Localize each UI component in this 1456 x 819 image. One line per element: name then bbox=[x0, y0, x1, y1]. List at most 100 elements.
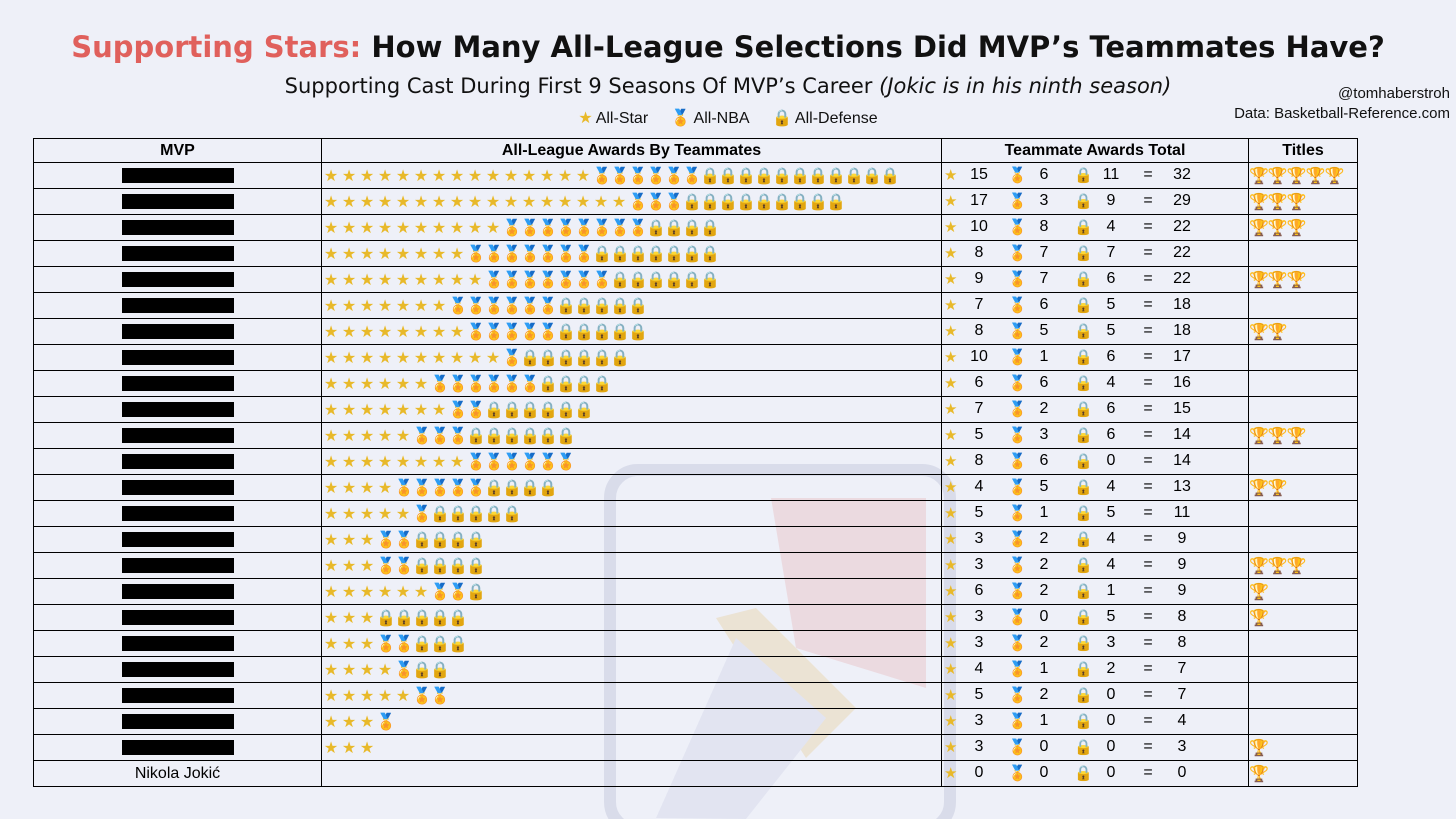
all-nba-count: 2 bbox=[1039, 400, 1049, 417]
equals-sign: = bbox=[1143, 166, 1153, 183]
lock-icon: 🔒 bbox=[556, 375, 576, 393]
trophy-icon: 🏆 bbox=[1286, 219, 1307, 237]
mvp-cell bbox=[33, 734, 322, 761]
awards-cell bbox=[321, 760, 942, 787]
medal-icon: 🏅 bbox=[430, 479, 450, 497]
medal-icon: 🏅 bbox=[610, 219, 630, 237]
total-count: 8 bbox=[1177, 634, 1187, 651]
medal-icon: 🏅 bbox=[1008, 557, 1027, 574]
table-row: ★ ★ ★ ★ ★ ★ ★ 🏅🏅🏅🏅🏅🏅🔒🔒🔒🔒🔒 ★ 7 🏅 6 🔒 5 = 18 bbox=[33, 292, 1358, 319]
awards-cell: ★ ★ ★ ★ ★ ★ ★ ★ 🏅🏅🏅🏅🏅🏅🏅🔒🔒🔒🔒🔒🔒🔒 bbox=[321, 240, 942, 267]
medal-icon: 🏅 bbox=[1008, 193, 1027, 210]
lock-icon: 🔒 bbox=[1074, 401, 1093, 418]
total-count: 7 bbox=[1177, 686, 1187, 703]
all-defense-count: 7 bbox=[1106, 244, 1116, 261]
trophy-icon: 🏆 bbox=[1267, 323, 1288, 341]
medal-icon: 🏅 bbox=[1008, 479, 1027, 496]
medal-icon: 🏅 bbox=[520, 271, 540, 289]
star-icon: ★ bbox=[944, 557, 958, 574]
awards-cell: ★ ★ ★ 🏅🏅🔒🔒🔒🔒 bbox=[321, 526, 942, 553]
redacted-name bbox=[121, 713, 234, 729]
star-icon: ★ bbox=[323, 323, 339, 341]
star-icon: ★ bbox=[323, 557, 339, 575]
star-icon: ★ bbox=[359, 531, 375, 549]
lock-icon: 🔒 bbox=[520, 427, 540, 445]
all-star-count: 5 bbox=[974, 504, 984, 521]
trophy-icon: 🏆 bbox=[1249, 271, 1269, 289]
trophy-icon: 🏆 bbox=[1286, 271, 1307, 289]
medal-icon: 🏅 bbox=[1008, 713, 1027, 730]
total-count: 22 bbox=[1173, 244, 1191, 261]
all-defense-count: 3 bbox=[1106, 634, 1116, 651]
lock-icon: 🔒 bbox=[592, 375, 612, 393]
lock-icon: 🔒 bbox=[484, 479, 504, 497]
medal-icon: 🏅 bbox=[556, 271, 576, 289]
lock-icon: 🔒 bbox=[1074, 349, 1093, 366]
lock-icon: 🔒 bbox=[862, 167, 882, 185]
medal-icon: 🏅 bbox=[1008, 245, 1027, 262]
lock-icon: 🔒 bbox=[700, 167, 720, 185]
all-defense-count: 0 bbox=[1106, 712, 1116, 729]
trophy-icon: 🏆 bbox=[1267, 167, 1288, 185]
all-star-count: 8 bbox=[974, 244, 984, 261]
star-icon: ★ bbox=[449, 323, 465, 341]
medal-icon: 🏅 bbox=[664, 167, 684, 185]
lock-icon: 🔒 bbox=[754, 167, 774, 185]
lock-icon: 🔒 bbox=[394, 609, 414, 627]
medal-icon: 🏅 bbox=[430, 375, 450, 393]
equals-sign: = bbox=[1143, 244, 1153, 261]
star-icon: ★ bbox=[359, 583, 375, 601]
star-icon: ★ bbox=[377, 427, 393, 445]
star-icon: ★ bbox=[359, 297, 375, 315]
medal-icon: 🏅 bbox=[502, 271, 522, 289]
lock-icon: 🔒 bbox=[610, 323, 630, 341]
all-defense-count: 4 bbox=[1106, 218, 1116, 235]
trophy-icon: 🏆 bbox=[1249, 739, 1269, 757]
medal-icon: 🏅 bbox=[1008, 219, 1027, 236]
redacted-name bbox=[121, 323, 234, 339]
total-count: 4 bbox=[1177, 712, 1187, 729]
all-defense-count: 0 bbox=[1106, 686, 1116, 703]
star-icon: ★ bbox=[377, 583, 393, 601]
star-icon: ★ bbox=[944, 349, 958, 366]
lock-icon: 🔒 bbox=[772, 110, 792, 127]
star-icon: ★ bbox=[359, 323, 375, 341]
column-header-total: Teammate Awards Total bbox=[941, 138, 1249, 163]
lock-icon: 🔒 bbox=[754, 193, 774, 211]
mvp-cell bbox=[33, 578, 322, 605]
medal-icon: 🏅 bbox=[502, 453, 522, 471]
star-icon: ★ bbox=[341, 297, 357, 315]
medal-icon: 🏅 bbox=[376, 531, 396, 549]
titles-cell: 🏆 bbox=[1248, 604, 1358, 631]
star-icon: ★ bbox=[944, 401, 958, 418]
star-icon: ★ bbox=[341, 271, 357, 289]
equals-sign: = bbox=[1143, 426, 1153, 443]
lock-icon: 🔒 bbox=[556, 349, 576, 367]
medal-icon: 🏅 bbox=[1008, 583, 1027, 600]
mvp-cell bbox=[33, 552, 322, 579]
mvp-cell bbox=[33, 318, 322, 345]
star-icon: ★ bbox=[341, 427, 357, 445]
star-icon: ★ bbox=[944, 609, 958, 626]
medal-icon: 🏅 bbox=[538, 271, 558, 289]
medal-icon: 🏅 bbox=[538, 323, 558, 341]
legend-item-all-star: ★ All-Star bbox=[578, 108, 648, 128]
table-header-row: MVP All-League Awards By Teammates Teamm… bbox=[33, 138, 1358, 163]
star-icon: ★ bbox=[944, 219, 958, 236]
star-icon: ★ bbox=[485, 167, 501, 185]
awards-cell: ★ ★ ★ 🏅🏅🔒🔒🔒🔒 bbox=[321, 552, 942, 579]
medal-icon: 🏅 bbox=[1008, 167, 1027, 184]
lock-icon: 🔒 bbox=[736, 167, 756, 185]
all-nba-count: 5 bbox=[1039, 478, 1049, 495]
table-row: ★ ★ ★ ★ ★ 🏅🏅🏅🔒🔒🔒🔒🔒🔒 ★ 5 🏅 3 🔒 6 = 14 🏆🏆🏆 bbox=[33, 422, 1358, 449]
equals-sign: = bbox=[1143, 504, 1153, 521]
star-icon: ★ bbox=[431, 219, 447, 237]
star-icon: ★ bbox=[359, 401, 375, 419]
credit-handle: @tomhaberstroh bbox=[1338, 85, 1450, 102]
star-icon: ★ bbox=[377, 193, 393, 211]
all-star-count: 6 bbox=[974, 582, 984, 599]
medal-icon: 🏅 bbox=[466, 401, 486, 419]
star-icon: ★ bbox=[413, 323, 429, 341]
medal-icon: 🏅 bbox=[484, 297, 504, 315]
total-count: 29 bbox=[1173, 192, 1191, 209]
